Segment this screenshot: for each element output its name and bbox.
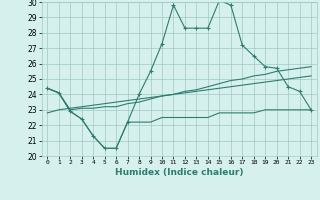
- X-axis label: Humidex (Indice chaleur): Humidex (Indice chaleur): [115, 168, 244, 177]
